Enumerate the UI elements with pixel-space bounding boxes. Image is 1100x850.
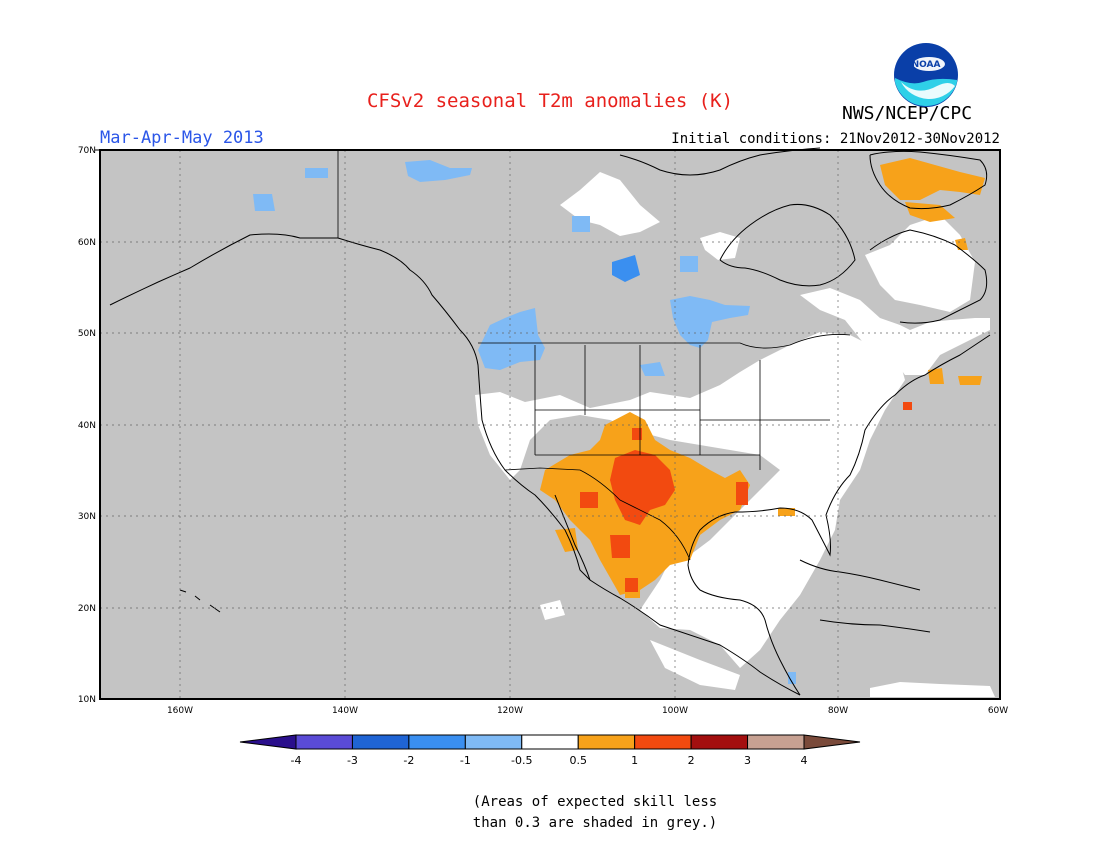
lat-label: 10N bbox=[78, 695, 96, 705]
colorbar-tick-label: 1 bbox=[631, 754, 638, 767]
colorbar-tick-label: -2 bbox=[403, 754, 414, 767]
organization-label: NWS/NCEP/CPC bbox=[842, 103, 973, 124]
anomaly-map: 70N 60N 50N 40N 30N 20N 10N 160W 140W 12… bbox=[78, 146, 1008, 716]
colorbar-tick-label: 4 bbox=[801, 754, 808, 767]
colorbar-bin bbox=[634, 734, 692, 750]
graticule bbox=[100, 150, 1000, 699]
colorbar-bin bbox=[747, 734, 805, 750]
lat-label: 40N bbox=[78, 421, 96, 431]
colorbar-tick-label: -1 bbox=[460, 754, 471, 767]
colorbar-bin bbox=[464, 734, 523, 750]
colorbar-bin bbox=[295, 734, 353, 750]
colorbar-bin bbox=[577, 734, 636, 750]
colorbar-tick-label: -3 bbox=[347, 754, 358, 767]
lat-label: 70N bbox=[78, 146, 96, 156]
footnote-line: than 0.3 are shaded in grey.) bbox=[472, 815, 718, 831]
warm-anomaly-regions bbox=[540, 158, 985, 598]
lon-label: 60W bbox=[988, 706, 1008, 716]
colorbar-bin bbox=[690, 734, 749, 750]
lat-label: 20N bbox=[78, 604, 96, 614]
skill-footnote: (Areas of expected skill less than 0.3 a… bbox=[430, 792, 760, 834]
longitude-labels: 160W 140W 120W 100W 80W 60W bbox=[167, 706, 1008, 716]
map-frame bbox=[99, 149, 1001, 700]
coastlines bbox=[95, 147, 991, 696]
colorbar-bin bbox=[351, 734, 410, 750]
colorbar: -4 -3 -2 -1 -0.5 0.5 1 2 3 4 bbox=[239, 734, 861, 767]
lon-label: 160W bbox=[167, 706, 193, 716]
lat-label: 60N bbox=[78, 238, 96, 248]
colorbar-bin bbox=[408, 734, 466, 750]
colorbar-tick-label: 3 bbox=[744, 754, 751, 767]
colorbar-bin bbox=[803, 734, 861, 750]
lon-label: 140W bbox=[332, 706, 358, 716]
colorbar-bin bbox=[239, 734, 297, 750]
latitude-labels: 70N 60N 50N 40N 30N 20N 10N bbox=[78, 146, 96, 705]
colorbar-tick-label: -4 bbox=[291, 754, 302, 767]
colorbar-tick-label: 2 bbox=[688, 754, 695, 767]
logo-text: NOAA bbox=[912, 60, 941, 70]
footnote-line: (Areas of expected skill less bbox=[472, 794, 718, 810]
map-title: CFSv2 seasonal T2m anomalies (K) bbox=[366, 90, 734, 112]
lon-label: 120W bbox=[497, 706, 523, 716]
lon-label: 80W bbox=[828, 706, 848, 716]
political-borders bbox=[337, 150, 851, 561]
cold-anomaly-regions bbox=[253, 160, 796, 684]
colorbar-tick-label: 0.5 bbox=[569, 754, 587, 767]
noaa-logo: NOAA bbox=[894, 43, 958, 107]
lon-label: 100W bbox=[662, 706, 688, 716]
lat-label: 50N bbox=[78, 329, 96, 339]
lat-label: 30N bbox=[78, 512, 96, 522]
colorbar-tick-label: -0.5 bbox=[511, 754, 532, 767]
season-label: Mar-Apr-May 2013 bbox=[100, 128, 264, 148]
colorbar-bin bbox=[521, 734, 579, 750]
initial-conditions-label: Initial conditions: 21Nov2012-30Nov2012 bbox=[671, 131, 1000, 147]
